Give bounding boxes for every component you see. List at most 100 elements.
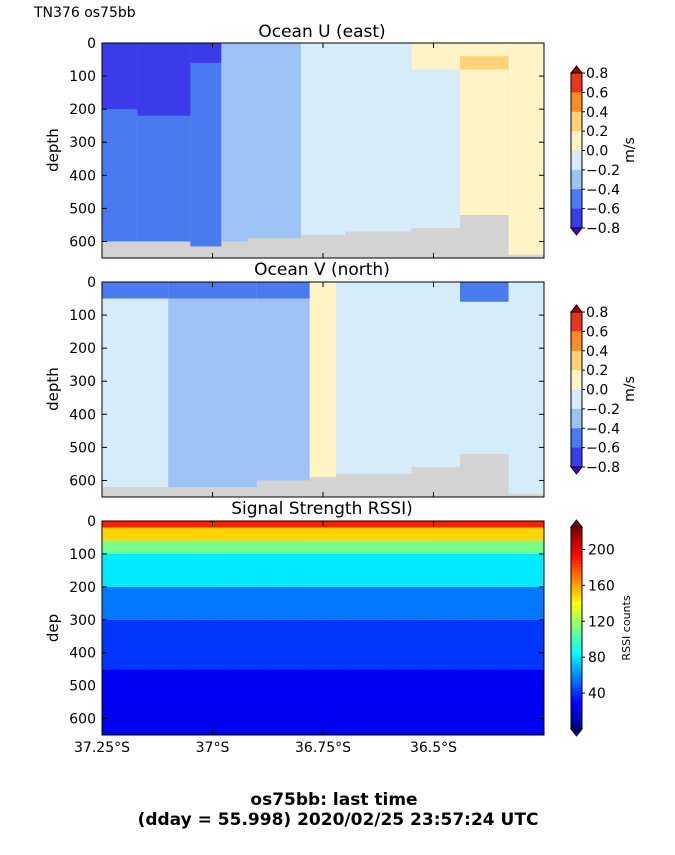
rssi-cell bbox=[312, 586, 324, 620]
rssi-cell bbox=[523, 669, 535, 735]
rssi-cell bbox=[202, 527, 213, 541]
rssi-cell bbox=[252, 527, 264, 541]
rssi-cell bbox=[172, 669, 183, 735]
rssi-cell bbox=[453, 586, 465, 620]
rssi-cell bbox=[453, 553, 465, 587]
y-tick-label: 400 bbox=[69, 168, 96, 184]
rssi-cell bbox=[523, 619, 535, 670]
colorbar-level bbox=[571, 350, 582, 371]
rssi-cell bbox=[162, 527, 173, 541]
colorbar-arrow-top bbox=[569, 519, 584, 528]
colorbar-level bbox=[571, 131, 582, 151]
panel-v-colorbar: 0.8 0.6 0.4 0.2 0.0 −0.2 −0.4 −0.6 −0.8 bbox=[569, 304, 620, 476]
y-tick-label: 300 bbox=[69, 613, 96, 629]
rssi-cell bbox=[162, 521, 173, 528]
rssi-cell bbox=[102, 521, 113, 528]
rssi-cell bbox=[152, 669, 163, 735]
colorbar-tick-label: 0.8 bbox=[586, 66, 608, 82]
rssi-cell bbox=[152, 553, 163, 587]
rssi-cell bbox=[373, 527, 384, 541]
rssi-cell bbox=[292, 586, 304, 620]
rssi-cell bbox=[182, 540, 193, 554]
rssi-cell bbox=[272, 553, 284, 587]
colorbar-level bbox=[571, 584, 582, 589]
rssi-cell bbox=[202, 540, 213, 554]
rssi-cell bbox=[523, 521, 535, 528]
colorbar-level bbox=[571, 553, 582, 558]
rssi-cell bbox=[202, 586, 213, 620]
rssi-cell bbox=[112, 521, 123, 528]
colorbar-level bbox=[571, 681, 582, 686]
y-tick-label: 600 bbox=[69, 234, 96, 250]
colorbar-tick-label: −0.6 bbox=[586, 441, 620, 457]
rssi-cell bbox=[353, 527, 364, 541]
rssi-cell bbox=[292, 527, 304, 541]
colorbar-level bbox=[571, 725, 582, 730]
rssi-cell bbox=[393, 586, 404, 620]
rssi-cell bbox=[373, 521, 384, 528]
rssi-cell bbox=[503, 619, 515, 670]
rssi-cell bbox=[493, 527, 505, 541]
rssi-cell bbox=[252, 521, 264, 528]
colorbar-level bbox=[571, 702, 582, 706]
colorbar-tick-label: −0.4 bbox=[586, 421, 620, 437]
colorbar-level bbox=[571, 533, 582, 538]
colorbar-level bbox=[571, 671, 582, 676]
rssi-cell bbox=[513, 586, 525, 620]
rssi-cell bbox=[312, 527, 324, 541]
rssi-cell bbox=[102, 619, 113, 670]
y-tick-label: 0 bbox=[87, 275, 96, 291]
velocity-cell bbox=[137, 43, 191, 116]
colorbar-level bbox=[571, 580, 582, 585]
rssi-cell bbox=[242, 586, 254, 620]
rssi-cell bbox=[242, 669, 254, 735]
colorbar-level bbox=[571, 574, 582, 578]
rssi-cell bbox=[282, 586, 294, 620]
rssi-cell bbox=[282, 540, 294, 554]
rssi-cell bbox=[132, 619, 143, 670]
rssi-cell bbox=[323, 669, 334, 735]
rssi-cell bbox=[433, 527, 445, 541]
panel-v-plot bbox=[101, 281, 545, 498]
colorbar-arrow-bottom bbox=[569, 466, 584, 475]
rssi-cell bbox=[202, 669, 213, 735]
velocity-cell bbox=[460, 43, 509, 215]
rssi-cell bbox=[433, 669, 445, 735]
velocity-cell bbox=[168, 282, 257, 299]
colorbar-level bbox=[571, 331, 582, 352]
colorbar-level bbox=[571, 312, 582, 332]
colorbar-level bbox=[571, 695, 582, 700]
velocity-cell bbox=[336, 282, 412, 474]
colorbar-level bbox=[571, 587, 582, 592]
panel-v-colorbar-label: m/s bbox=[622, 376, 638, 402]
rssi-cell bbox=[503, 521, 515, 528]
rssi-cell bbox=[172, 521, 183, 528]
rssi-cell bbox=[323, 586, 334, 620]
colorbar-level bbox=[571, 594, 582, 599]
colorbar-level bbox=[571, 607, 582, 612]
rssi-cell bbox=[142, 586, 153, 620]
rssi-cell bbox=[323, 540, 334, 554]
rssi-cell bbox=[493, 669, 505, 735]
rssi-cell bbox=[343, 669, 354, 735]
y-tick-label: 400 bbox=[69, 646, 96, 662]
rssi-cell bbox=[393, 669, 404, 735]
rssi-cell bbox=[483, 619, 495, 670]
velocity-cell bbox=[345, 43, 412, 232]
rssi-cell bbox=[222, 553, 234, 587]
rssi-cell bbox=[443, 669, 455, 735]
colorbar-level bbox=[571, 648, 582, 653]
rssi-cell bbox=[413, 540, 424, 554]
rssi-cell bbox=[252, 669, 264, 735]
rssi-cell bbox=[282, 619, 294, 670]
rssi-cell bbox=[192, 527, 203, 541]
colorbar-level bbox=[571, 208, 582, 229]
rssi-cell bbox=[533, 669, 545, 735]
rssi-cell bbox=[272, 669, 284, 735]
rssi-cell bbox=[302, 669, 314, 735]
rssi-cell bbox=[403, 540, 414, 554]
rssi-cell bbox=[363, 553, 374, 587]
rssi-cell bbox=[102, 540, 113, 554]
rssi-cell bbox=[323, 553, 334, 587]
rssi-cell bbox=[272, 619, 284, 670]
